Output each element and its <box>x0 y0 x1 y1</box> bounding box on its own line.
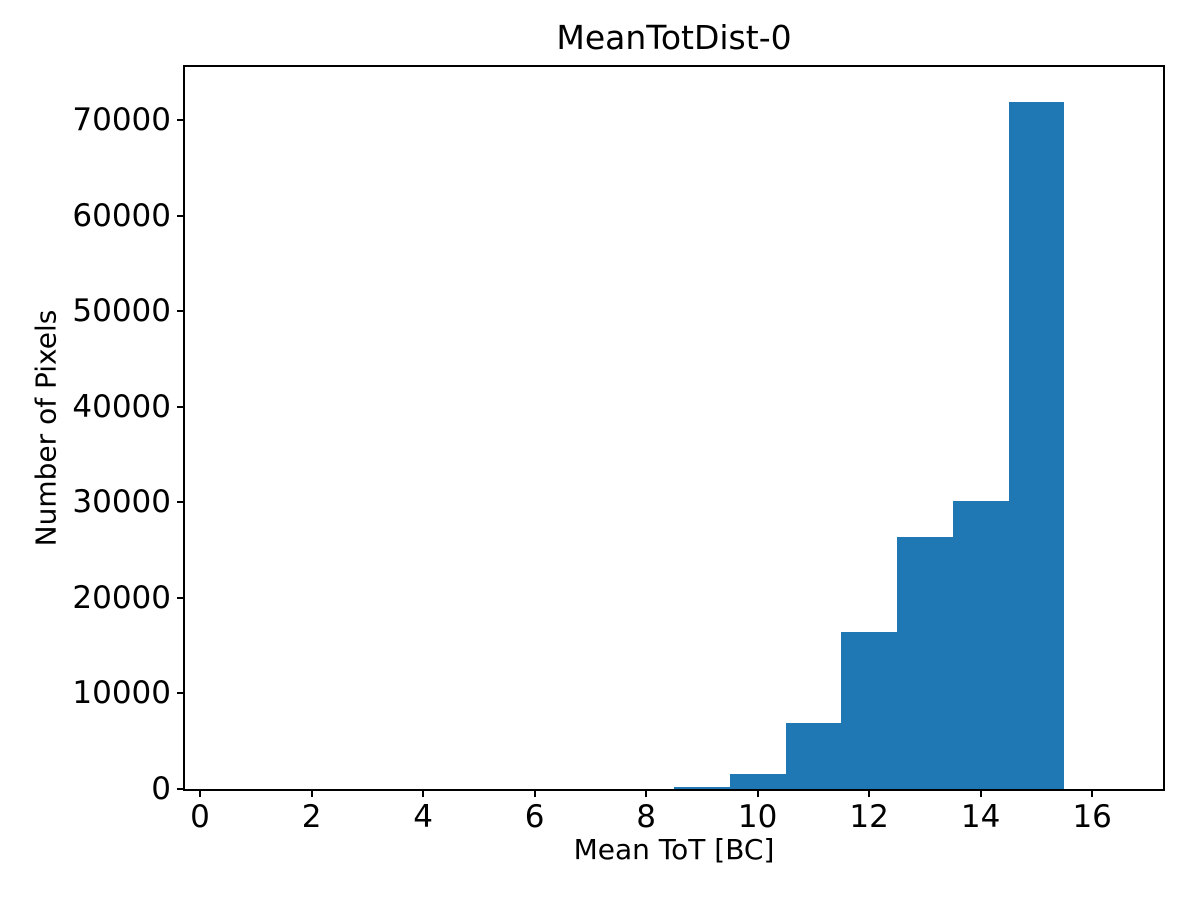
y-tick-label: 60000 <box>72 197 171 234</box>
y-tick <box>177 788 185 790</box>
histogram-bar <box>841 632 898 789</box>
y-axis-label: Number of Pixels <box>29 309 63 547</box>
x-tick <box>756 789 759 797</box>
x-tick-label: 14 <box>960 799 1001 835</box>
x-tick <box>1091 789 1094 797</box>
plot-area: 0 2 4 6 8 10 12 14 16 0 10000 20000 30000 40000 50000 6… <box>72 65 1165 835</box>
x-tick-label: 0 <box>190 799 210 835</box>
histogram-bar <box>674 786 730 789</box>
y-tick-label: 10000 <box>72 675 171 712</box>
x-tick-label: 10 <box>737 799 778 835</box>
y-tick <box>177 405 185 408</box>
histogram-bar <box>729 773 786 789</box>
y-tick-label: 70000 <box>72 102 171 139</box>
y-tick-label: 20000 <box>72 579 171 616</box>
x-tick <box>979 789 982 797</box>
histogram-bar <box>1008 102 1065 789</box>
x-tick <box>199 789 202 797</box>
y-tick <box>177 501 185 504</box>
y-tick-label: 50000 <box>72 293 171 330</box>
x-tick <box>868 789 871 797</box>
chart-title: MeanTotDist-0 <box>556 18 792 57</box>
x-tick <box>422 789 425 797</box>
x-tick-label: 16 <box>1072 799 1112 835</box>
y-tick-label: 30000 <box>72 484 171 521</box>
y-tick-label: 40000 <box>72 388 171 425</box>
y-tick <box>177 214 185 217</box>
y-tick-label: 0 <box>151 771 171 807</box>
x-tick-label: 6 <box>524 799 545 835</box>
x-tick <box>645 789 648 797</box>
x-tick-label: 12 <box>849 799 889 835</box>
x-tick <box>310 789 313 797</box>
histogram-bar <box>952 500 1009 789</box>
x-tick-label: 2 <box>301 799 322 835</box>
histogram-bar <box>785 723 842 789</box>
y-tick <box>177 119 185 122</box>
x-axis-label: Mean ToT [BC] <box>573 833 775 866</box>
histogram-bar <box>897 536 953 789</box>
y-tick <box>177 596 185 599</box>
x-tick <box>533 789 536 797</box>
x-tick-label: 8 <box>636 799 656 835</box>
x-tick-label: 4 <box>413 799 433 835</box>
y-tick <box>177 692 185 695</box>
y-tick <box>177 310 185 313</box>
